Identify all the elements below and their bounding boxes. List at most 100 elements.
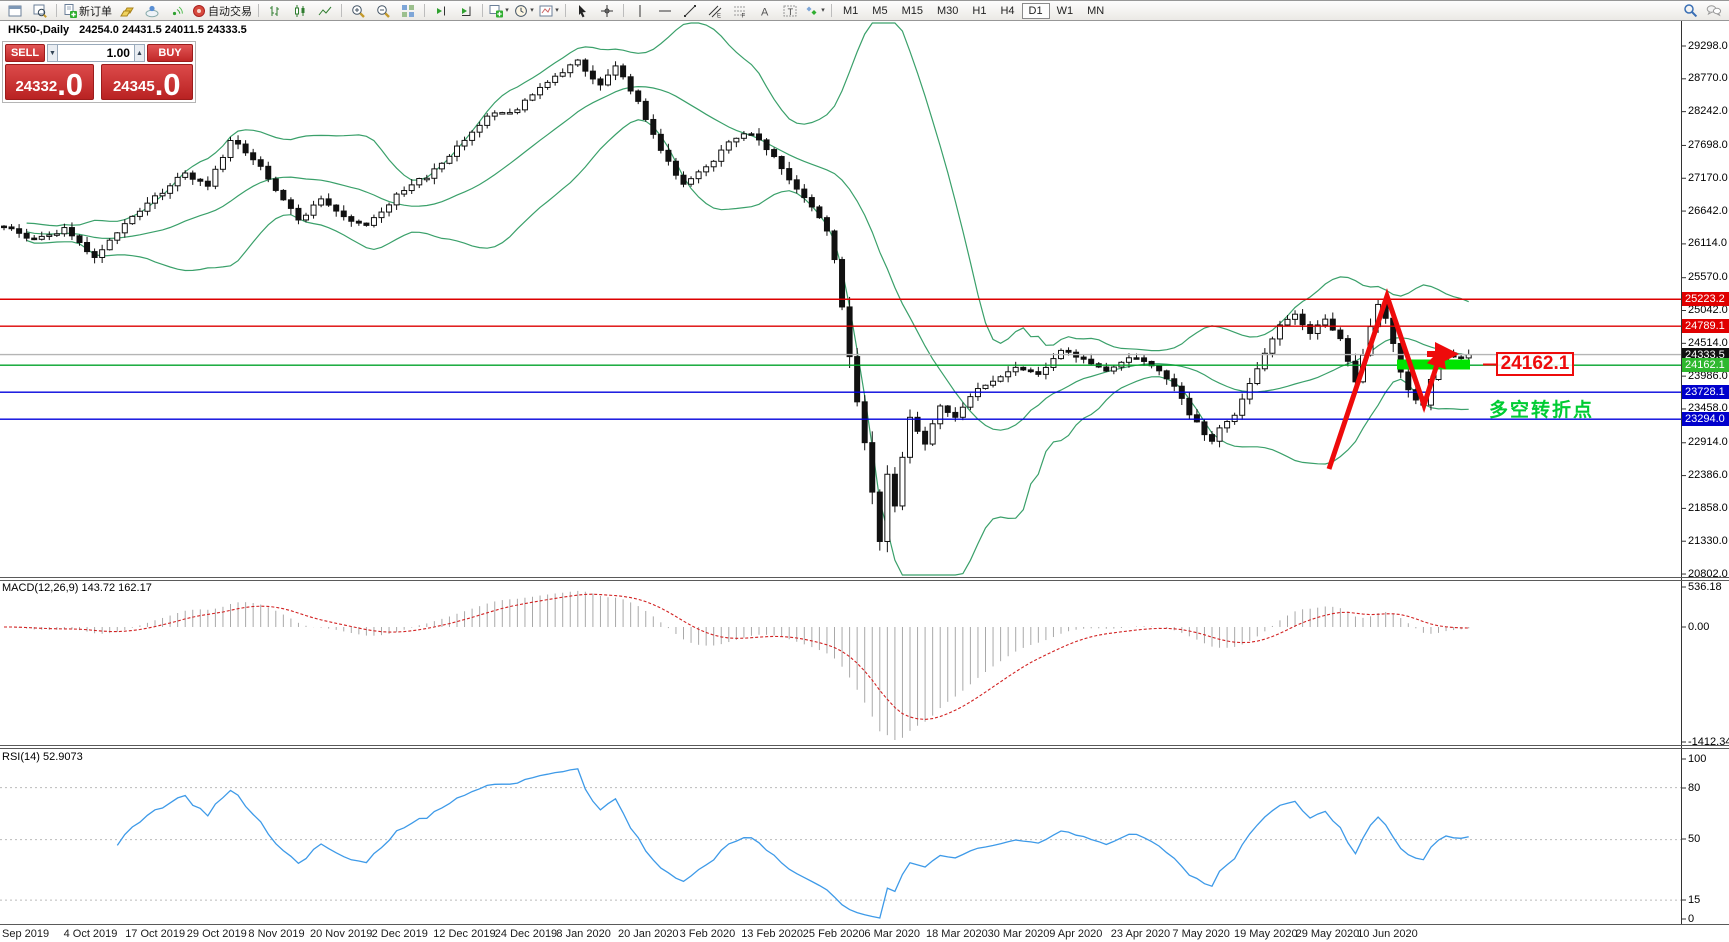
toolbar-separator [56,4,57,17]
toolbar-separator [831,4,832,17]
volume-stepper: ▼ ▲ [47,44,145,62]
timeframe-m1-button[interactable]: M1 [843,4,859,17]
svg-text:T: T [788,6,794,16]
timeframe-h1-button[interactable]: H1 [972,4,987,17]
svg-text:E: E [717,13,721,18]
template-button[interactable]: ▾ [537,2,561,19]
candlestick-chart-icon [295,4,305,17]
fibonacci-icon: F [734,6,746,18]
ask-price-button[interactable]: 24345.0 [100,64,193,102]
volume-increase-button[interactable]: ▲ [133,44,145,62]
tile-windows-icon [402,4,414,17]
text-label-icon: T [783,5,797,16]
rsi-indicator-label: RSI(14) 52.9073 [2,751,83,763]
chart-shift-button[interactable] [429,2,453,19]
window-button[interactable] [3,2,27,19]
shapes-icon [806,6,817,15]
macd-indicator-label: MACD(12,26,9) 143.72 162.17 [2,582,152,594]
crosshair-icon [601,4,613,17]
bar-chart-button[interactable] [263,2,287,19]
template-icon [539,5,553,16]
cursor-button[interactable] [570,2,594,19]
timeframe-m5-button[interactable]: M5 [872,4,888,17]
gold-button[interactable] [115,2,139,19]
timeframe-switcher: M1 M5 M15 M30 H1 H4 D1 W1 MN [836,2,1111,19]
zoom-out-button[interactable] [371,2,395,19]
volume-input[interactable] [58,44,134,62]
one-click-trading-panel: SELL ▼ ▲ BUY 24332.0 24345.0 [2,41,196,103]
toolbar-separator [623,4,624,17]
trendline-button[interactable] [678,2,702,19]
dropdown-caret-icon: ▾ [505,7,509,14]
trendline-icon [684,4,696,17]
search-button[interactable] [1678,2,1702,19]
buy-button[interactable]: BUY [147,44,193,62]
search-icon [1683,4,1697,18]
shapes-button[interactable]: ▾ [803,2,827,19]
vertical-line-button[interactable] [628,2,652,19]
period-button[interactable]: ▾ [512,2,536,19]
pane-separator [0,924,1729,925]
auto-scroll-icon [462,6,471,16]
gold-icon [120,7,134,16]
vertical-line-icon [639,4,641,17]
horizontal-line-icon [659,10,671,11]
timeframe-d1-button[interactable]: D1 [1021,2,1050,19]
timeframe-m30-button[interactable]: M30 [936,4,959,17]
new-order-button[interactable]: 新订单 [61,2,114,19]
candlestick-chart-button[interactable] [288,2,312,19]
ohlc-values-label: 24254.0 24431.5 24011.5 24333.5 [79,24,247,36]
chart-preview-icon [33,4,47,18]
toolbar: 新订单 自动交易 ▾ ▾ ▾ E F A T ▾ [0,1,1729,21]
signal-button[interactable] [165,2,189,19]
volume-decrease-button[interactable]: ▼ [47,44,59,62]
crosshair-button[interactable] [595,2,619,19]
pivot-annotation-label[interactable]: 多空转折点 [1489,400,1595,421]
toolbar-separator [258,4,259,17]
horizontal-line-button[interactable] [653,2,677,19]
pane-separator [0,748,1729,749]
bid-price-button[interactable]: 24332.0 [5,64,94,100]
window-icon [8,5,22,16]
clock-icon [515,4,528,17]
chat-icon [1706,5,1722,17]
chart-shift-icon [437,6,445,15]
add-indicator-button[interactable]: ▾ [487,2,511,19]
pane-separator [0,580,1729,581]
text-label-button[interactable]: T [778,2,802,19]
toolbar-separator [424,4,425,17]
cloud-upload-icon [145,5,159,17]
text-button[interactable]: A [753,2,777,19]
bid-price-big-digits: .0 [57,67,84,102]
timeframe-w1-button[interactable]: W1 [1056,4,1074,17]
pane-separator[interactable] [0,745,1729,746]
new-order-icon [64,3,77,18]
line-chart-button[interactable] [313,2,337,19]
timeframe-mn-button[interactable]: MN [1087,4,1105,17]
dropdown-caret-icon: ▾ [530,7,534,14]
channel-button[interactable]: E [703,2,727,19]
trade-controls-row: SELL ▼ ▲ BUY [5,44,193,62]
chart-preview-button[interactable] [28,2,52,19]
ask-price-big-digits: .0 [154,67,181,102]
zoom-in-button[interactable] [346,2,370,19]
cursor-icon [579,4,586,17]
dropdown-caret-icon: ▾ [555,7,559,14]
pane-separator[interactable] [0,577,1729,578]
timeframe-h4-button[interactable]: H4 [1000,4,1015,17]
zoom-out-icon [377,4,390,18]
fibonacci-button[interactable]: F [728,2,752,19]
auto-scroll-button[interactable] [454,2,478,19]
tile-windows-button[interactable] [396,2,420,19]
chat-button[interactable] [1702,2,1726,19]
new-order-label: 新订单 [79,5,112,18]
autotrade-label: 自动交易 [208,5,252,18]
timeframe-m15-button[interactable]: M15 [901,4,923,17]
cloud-upload-button[interactable] [140,2,164,19]
sell-button[interactable]: SELL [5,44,45,62]
toolbar-separator [341,4,342,17]
autotrade-button[interactable]: 自动交易 [190,2,254,19]
price-alert-label[interactable]: 24162.1 [1496,352,1574,376]
